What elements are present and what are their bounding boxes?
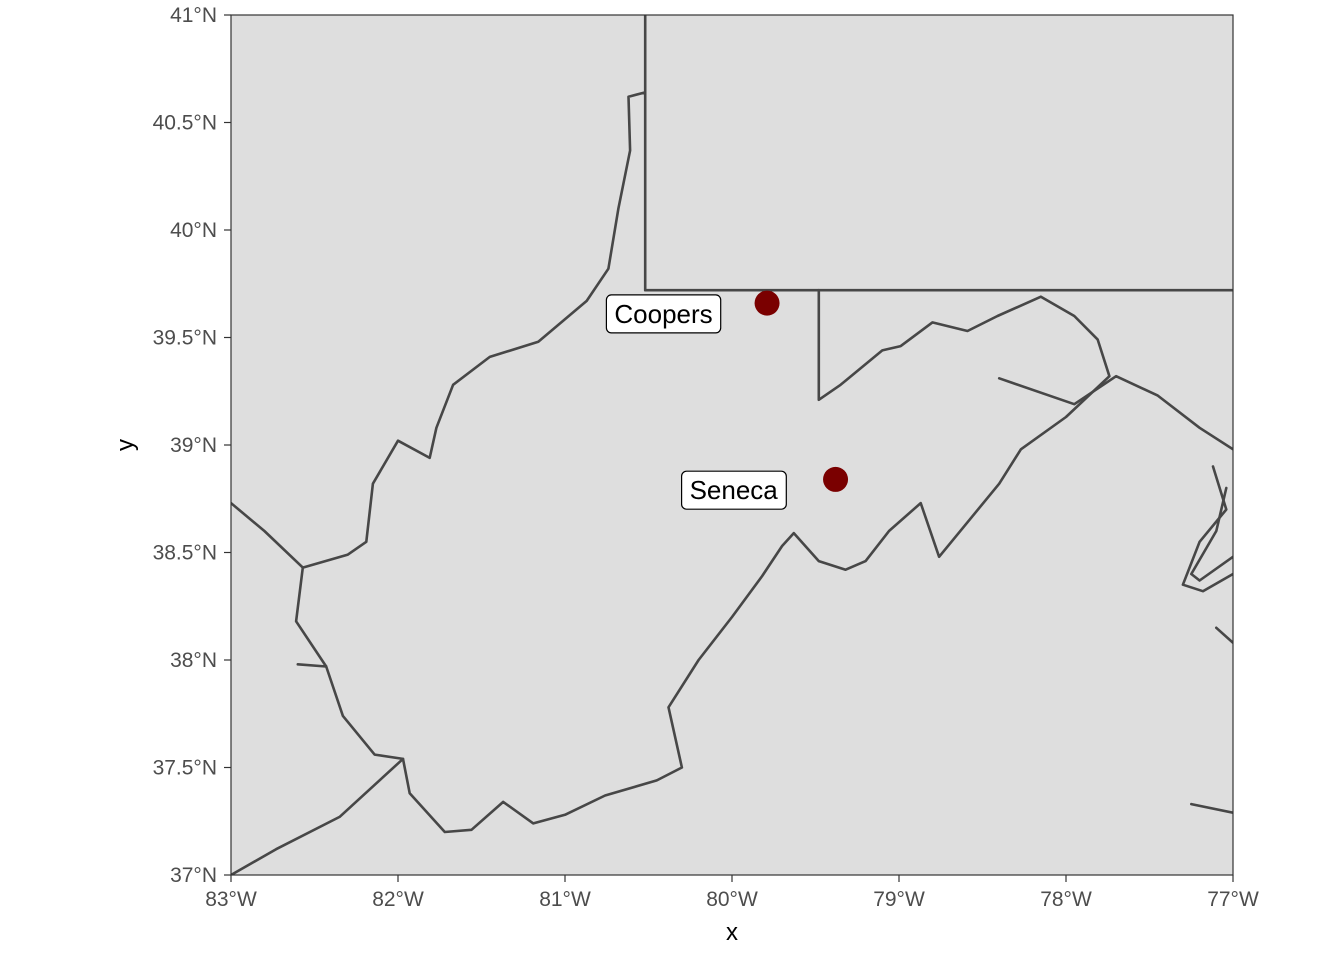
kentucky-virginia-line — [296, 663, 328, 668]
y-axis: 37°N 37.5°N 38°N 38.5°N 39°N 39.5°N 40°N 40.5°N… — [153, 4, 231, 887]
y-tick-label: 38.5°N — [153, 542, 217, 565]
ohio-indiana-west — [231, 501, 305, 569]
y-tick-label: 39°N — [170, 434, 217, 457]
y-tick-label: 37°N — [170, 864, 217, 887]
x-tick-label: 82°W — [372, 888, 424, 911]
y-tick-label: 40°N — [170, 219, 217, 242]
x-tick-label: 80°W — [706, 888, 758, 911]
label-text: Coopers — [614, 299, 712, 329]
lower-shore — [1190, 802, 1233, 814]
chesapeake-shore — [1215, 626, 1233, 645]
x-tick-label: 77°W — [1207, 888, 1259, 911]
x-axis-title: x — [726, 919, 738, 946]
x-tick-label: 78°W — [1040, 888, 1092, 911]
label-box — [680, 470, 787, 510]
x-tick-label: 81°W — [539, 888, 591, 911]
label-text: Seneca — [690, 475, 779, 505]
y-axis-title: y — [112, 439, 139, 451]
potomac-east-branch — [997, 374, 1233, 451]
site-point-seneca — [823, 466, 849, 492]
y-tick-label: 41°N — [170, 4, 217, 27]
site-label-seneca: Seneca — [680, 470, 787, 510]
potomac-river-b — [1190, 486, 1233, 582]
map-panel-background — [231, 15, 1233, 875]
y-tick-label: 37.5°N — [153, 757, 217, 780]
y-tick-label: 40.5°N — [153, 112, 217, 135]
wv-border — [294, 91, 1111, 834]
points-layer: Coopers Seneca — [605, 290, 849, 510]
site-label-coopers: Coopers — [605, 294, 722, 334]
y-tick-label: 38°N — [170, 649, 217, 672]
site-point-coopers — [754, 290, 780, 316]
label-box — [605, 294, 722, 334]
x-axis: 83°W 82°W 81°W 80°W 79°W 78°W 77°W — [205, 875, 1259, 911]
y-tick-label: 39.5°N — [153, 327, 217, 350]
ky-va-border-sw — [231, 757, 405, 875]
x-tick-label: 79°W — [873, 888, 925, 911]
boundary-lines — [231, 15, 1233, 875]
x-tick-label: 83°W — [205, 888, 257, 911]
